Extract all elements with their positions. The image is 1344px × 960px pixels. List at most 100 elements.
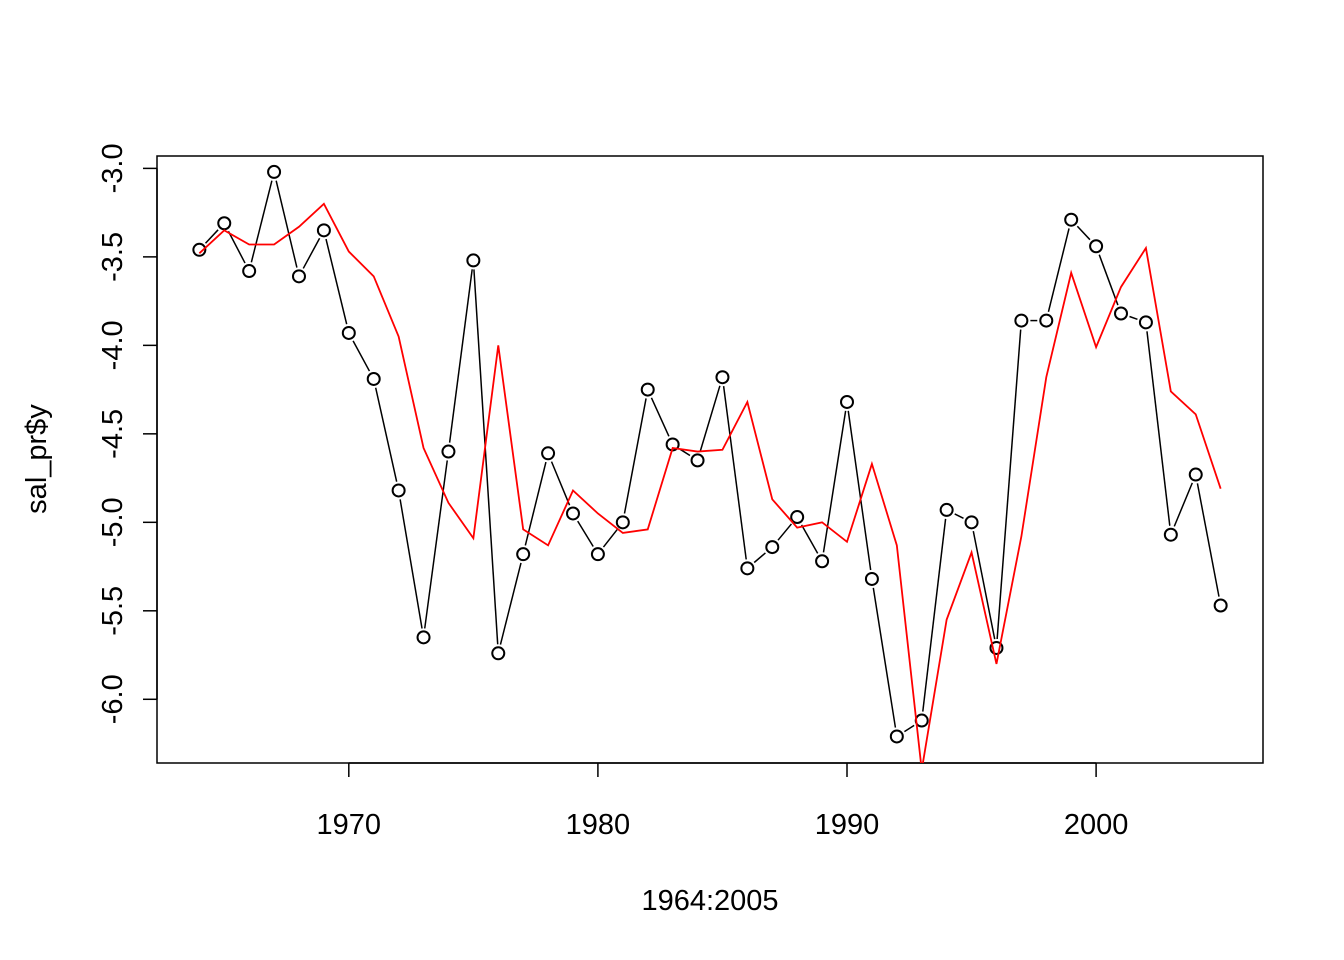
y-tick-label: -6.0 <box>97 674 129 724</box>
series-2-line <box>198 202 1222 763</box>
data-point <box>341 325 356 340</box>
data-point <box>765 540 780 555</box>
data-point <box>516 547 531 562</box>
data-point <box>615 515 630 530</box>
series-1-segment <box>904 724 915 733</box>
series-1-segment <box>872 587 897 728</box>
data-point <box>217 216 232 231</box>
data-point <box>1163 527 1178 542</box>
series-1 <box>192 164 1228 744</box>
series-1-segment <box>822 410 847 553</box>
y-axis-label: sal_pr$y <box>21 404 53 514</box>
data-point <box>316 223 331 238</box>
series-1-segment <box>473 269 499 645</box>
data-point <box>1114 306 1129 321</box>
y-axis: -6.0 -5.5 -5.0 -4.5 -4.0 -3.5 -3.0 <box>97 143 158 724</box>
series-1-segment <box>699 385 721 452</box>
x-axis-label: 1964:2005 <box>641 885 778 917</box>
series-1-segment <box>448 269 473 443</box>
series-1-segment <box>679 448 691 457</box>
series-1-segment <box>777 523 793 541</box>
data-point <box>840 394 855 409</box>
series-1-segment <box>722 386 747 560</box>
series-1-segment <box>423 460 448 629</box>
data-point <box>864 571 879 586</box>
data-point <box>790 510 805 525</box>
data-point <box>441 444 456 459</box>
series-1-segment <box>524 461 547 546</box>
series-1-segment <box>352 340 371 372</box>
data-point <box>242 264 257 279</box>
series-1-segment <box>922 518 947 712</box>
data-point <box>541 446 556 461</box>
data-point <box>267 164 282 179</box>
series-1-segment <box>577 520 594 547</box>
data-point <box>640 382 655 397</box>
series-1-segment <box>1047 228 1070 313</box>
data-point <box>491 646 506 661</box>
x-axis: 1970 1980 1990 2000 <box>317 762 1129 841</box>
series-1-segment <box>275 180 298 268</box>
data-point <box>366 371 381 386</box>
series-1-segment <box>374 387 398 482</box>
series-2 <box>198 202 1222 763</box>
x-tick-label: 1970 <box>317 809 382 841</box>
data-point <box>1213 598 1228 613</box>
data-point <box>565 506 580 521</box>
data-point <box>740 561 755 576</box>
y-tick-label: -4.5 <box>97 409 129 459</box>
y-tick-label: -4.0 <box>97 320 129 370</box>
series-1-segment <box>499 562 522 645</box>
series-1-segment <box>325 238 348 325</box>
data-point <box>590 547 605 562</box>
data-point <box>989 640 1004 655</box>
series-1-segment <box>302 237 321 269</box>
data-point <box>1089 239 1104 254</box>
data-point <box>715 370 730 385</box>
data-point <box>1188 467 1203 482</box>
series-1-segment <box>399 499 423 629</box>
series-layer <box>192 164 1228 763</box>
series-1-segment <box>623 398 647 514</box>
series-1-segment <box>1173 482 1193 527</box>
data-point <box>1014 313 1029 328</box>
data-point <box>964 515 979 530</box>
series-1-segment <box>996 329 1022 640</box>
series-1-segment <box>550 461 571 506</box>
series-1-segment <box>1098 254 1119 306</box>
data-point <box>391 483 406 498</box>
y-tick-label: -3.0 <box>97 143 129 193</box>
x-tick-label: 2000 <box>1064 809 1129 841</box>
data-point <box>1039 313 1054 328</box>
series-1-segment <box>250 180 273 263</box>
y-tick-label: -3.5 <box>97 232 129 282</box>
series-1-segment <box>602 528 618 548</box>
data-point <box>291 269 306 284</box>
series-1-segment <box>1196 483 1220 597</box>
series-1-segment <box>972 531 996 640</box>
data-point <box>939 502 954 517</box>
data-point <box>815 554 830 569</box>
data-point <box>466 253 481 268</box>
series-1-segment <box>1076 225 1091 241</box>
data-point <box>690 453 705 468</box>
series-1-segment <box>954 513 964 519</box>
x-tick-label: 1990 <box>815 809 880 841</box>
data-point <box>889 729 904 744</box>
y-tick-label: -5.0 <box>97 497 129 547</box>
series-1-segment <box>650 397 670 437</box>
series-1-segment <box>204 229 219 244</box>
series-1-segment <box>1129 315 1138 321</box>
series-1-segment <box>800 524 819 554</box>
data-point <box>1064 212 1079 227</box>
y-tick-label: -5.5 <box>97 586 129 636</box>
data-point <box>192 242 207 257</box>
data-point <box>416 630 431 645</box>
data-point <box>1138 315 1153 330</box>
series-1-segment <box>847 410 872 571</box>
series-1-segment <box>753 552 766 564</box>
series-1-segment <box>1146 331 1171 526</box>
plot-frame <box>156 155 1264 764</box>
x-tick-label: 1980 <box>566 809 631 841</box>
